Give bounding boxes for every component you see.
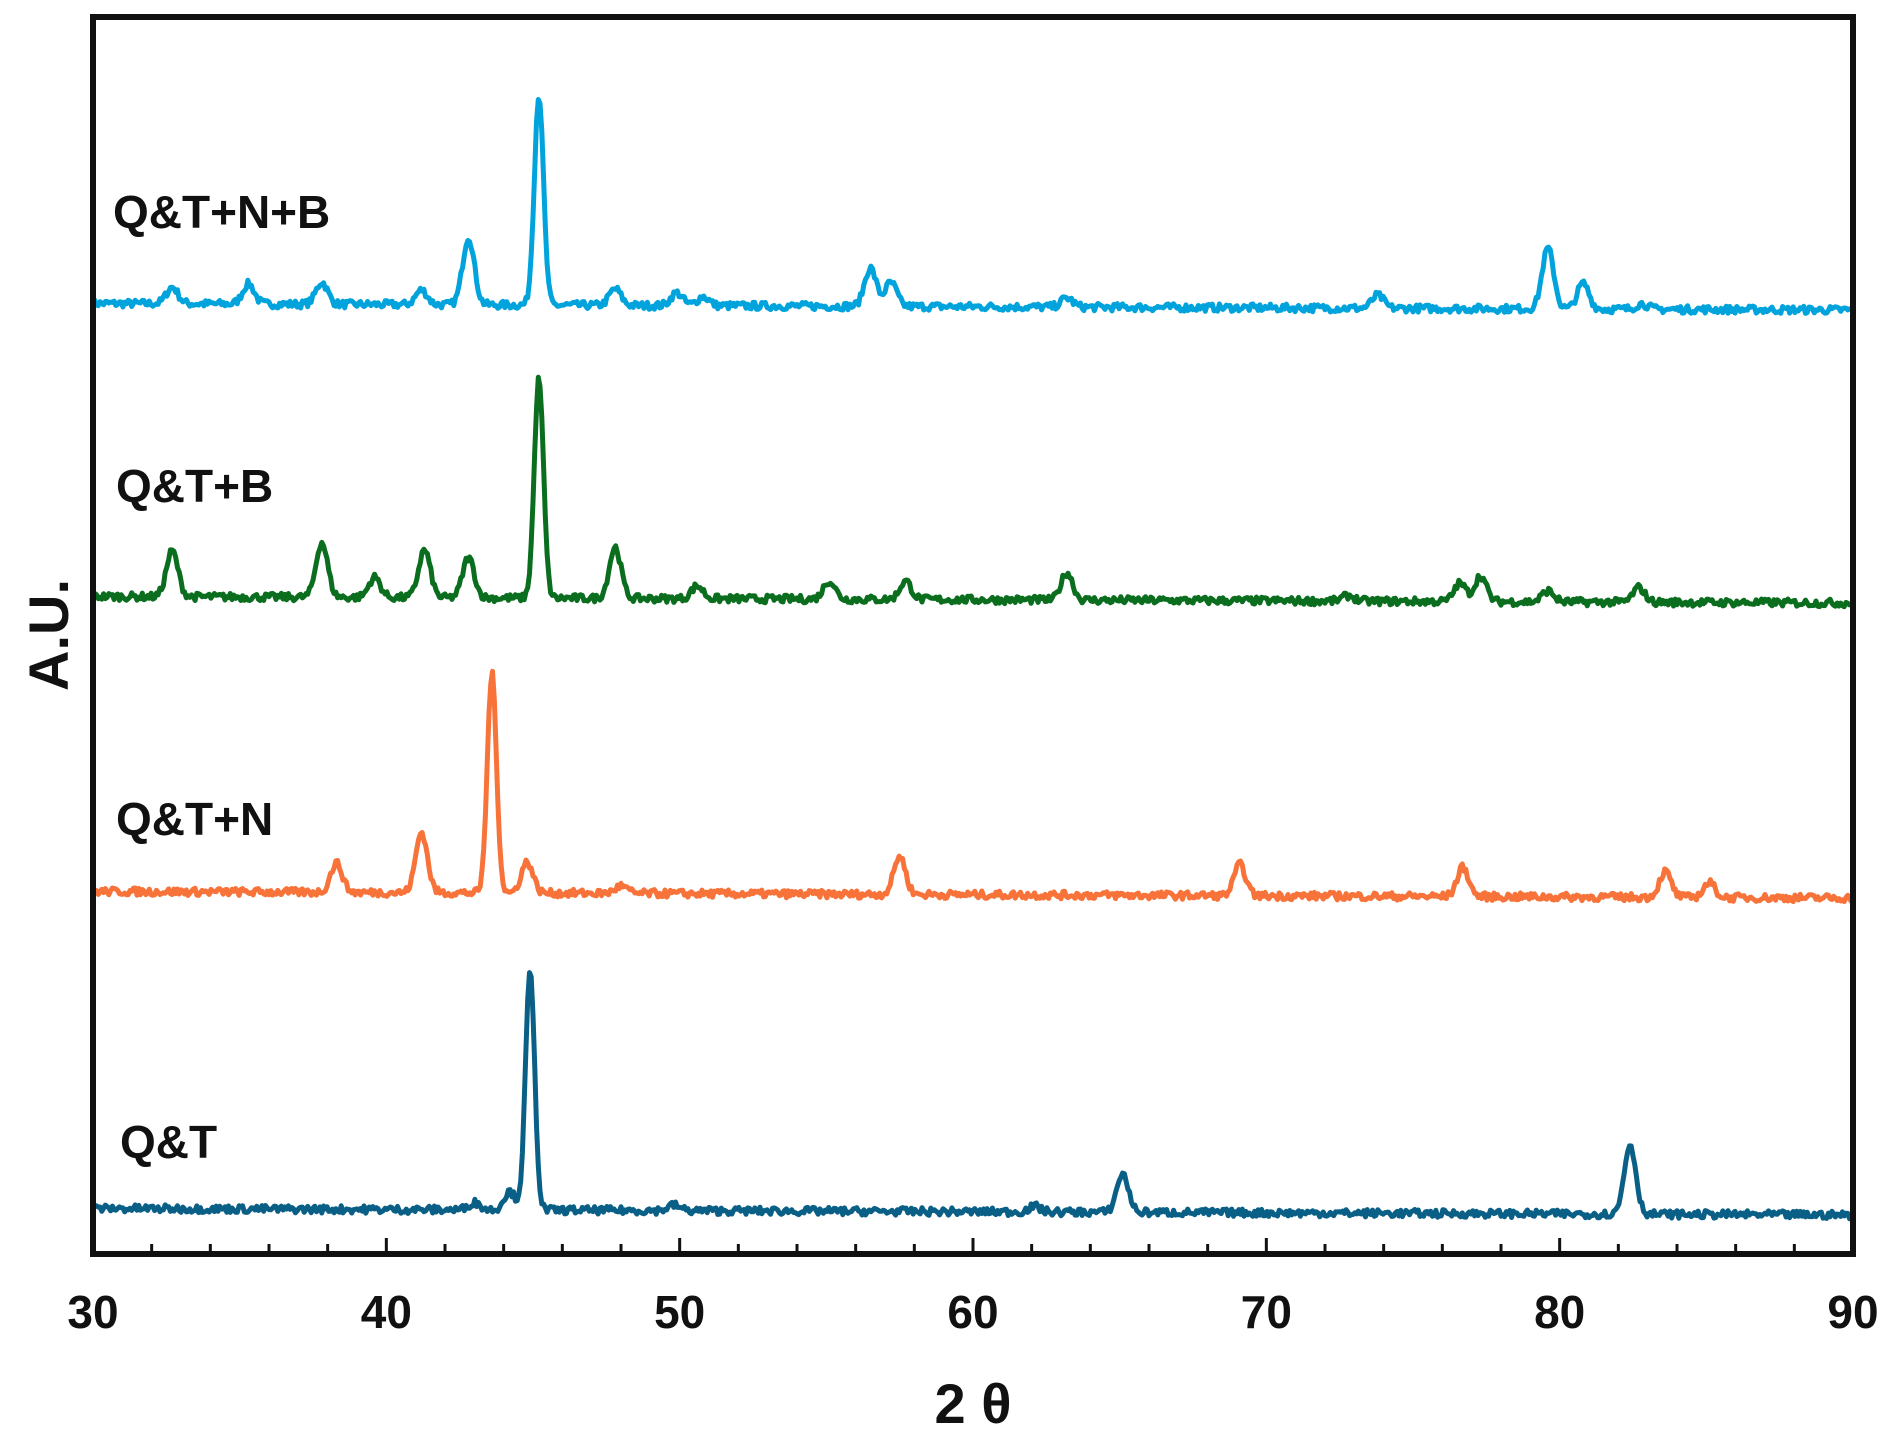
series-label: Q&T <box>120 1116 217 1168</box>
series-label: Q&T+B <box>116 460 273 512</box>
series-line-q-t <box>90 970 1856 1222</box>
x-tick-label: 30 <box>67 1286 118 1338</box>
x-tick-label: 40 <box>361 1286 412 1338</box>
series-label: Q&T+N <box>116 793 273 845</box>
x-tick-label: 80 <box>1534 1286 1585 1338</box>
x-tick-label: 70 <box>1241 1286 1292 1338</box>
plot-frame <box>90 14 1856 1257</box>
x-axis-title: 2 θ <box>935 1372 1012 1433</box>
x-axis: 30 40 50 60 70 80 90 <box>67 1238 1879 1338</box>
series-label: Q&T+N+B <box>113 186 330 238</box>
plot-area: Q&T+N+B Q&T+B Q&T+N Q&T <box>90 97 1856 1222</box>
series-line-q-t-b <box>90 374 1855 610</box>
series-line-q-t-n <box>90 668 1856 905</box>
x-tick-label: 60 <box>947 1286 998 1338</box>
x-tick-label: 90 <box>1827 1286 1878 1338</box>
series-line-q-t-n-b <box>90 97 1855 316</box>
x-tick-label: 50 <box>654 1286 705 1338</box>
y-axis-title: A.U. <box>17 579 80 691</box>
